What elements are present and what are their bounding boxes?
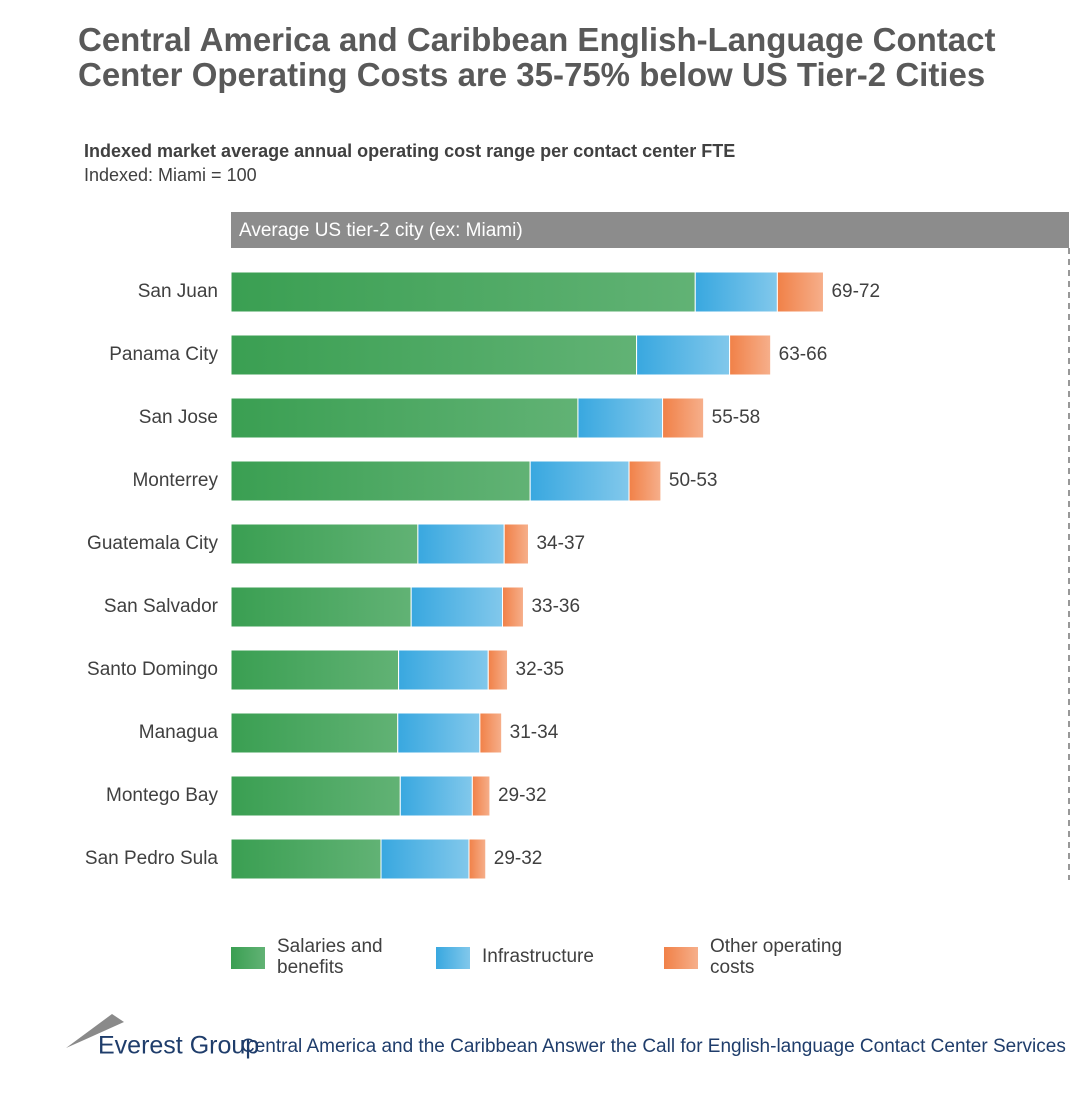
total-label: 69-72: [831, 281, 880, 302]
total-label: 32-35: [516, 659, 565, 680]
total-label: 29-32: [494, 848, 543, 869]
category-label: Guatemala City: [87, 533, 218, 554]
bar-segment: [230, 712, 399, 754]
bar-segment: [503, 523, 529, 565]
bar-segment: [529, 460, 630, 502]
bar-segment: [628, 460, 662, 502]
category-label: San Jose: [139, 407, 218, 428]
bar-segment: [230, 271, 696, 313]
category-label: Managua: [139, 722, 219, 743]
bar-segment: [417, 523, 505, 565]
legend-label: Infrastructure: [482, 946, 594, 967]
bar-segment: [230, 586, 412, 628]
bar-segment: [230, 334, 638, 376]
reference-label: Average US tier-2 city (ex: Miami): [239, 220, 523, 241]
legend-label: Salaries and benefits: [277, 936, 383, 978]
category-label: Panama City: [109, 344, 218, 365]
total-label: 31-34: [510, 722, 559, 743]
source-brand: Everest Group: [98, 1032, 259, 1060]
total-label: 55-58: [712, 407, 761, 428]
subtitle: Indexed market average annual operating …: [84, 141, 735, 161]
bar-segment: [636, 334, 731, 376]
reference-bar: [231, 212, 1069, 248]
category-label: San Juan: [138, 281, 218, 302]
bar-segment: [397, 712, 481, 754]
legend-swatch: [436, 947, 470, 969]
category-label: San Pedro Sula: [85, 848, 219, 869]
bar-segment: [398, 649, 489, 691]
legend-swatch: [664, 947, 698, 969]
bar-segment: [230, 523, 419, 565]
bar-segment: [471, 775, 491, 817]
bar-segment: [230, 838, 382, 880]
total-label: 63-66: [779, 344, 828, 365]
bar-segment: [410, 586, 504, 628]
legend-label: Other operating costs: [710, 936, 842, 978]
bar-segment: [230, 649, 400, 691]
total-label: 50-53: [669, 470, 718, 491]
total-label: 29-32: [498, 785, 547, 806]
bar-segment: [230, 775, 401, 817]
logo-mark: [66, 1014, 124, 1048]
bar-segment: [380, 838, 470, 880]
legend-swatch: [231, 947, 265, 969]
category-label: San Salvador: [104, 596, 219, 617]
bar-segment: [729, 334, 772, 376]
category-label: Montego Bay: [106, 785, 218, 806]
bar-segment: [468, 838, 487, 880]
total-label: 33-36: [531, 596, 580, 617]
bar-segment: [399, 775, 473, 817]
category-label: Monterrey: [132, 470, 218, 491]
bar-segment: [694, 271, 778, 313]
bar-segment: [502, 586, 524, 628]
subtitle-2: Indexed: Miami = 100: [84, 165, 257, 185]
bar-segment: [230, 397, 579, 439]
category-label: Santo Domingo: [87, 659, 218, 680]
bar-segment: [479, 712, 503, 754]
total-label: 34-37: [536, 533, 585, 554]
bar-segment: [577, 397, 664, 439]
bar-segment: [776, 271, 824, 313]
chart-title: Central America and Caribbean English-La…: [78, 21, 995, 93]
bar-segment: [662, 397, 705, 439]
bar-segment: [487, 649, 509, 691]
source-text: Central America and the Caribbean Answer…: [241, 1036, 1066, 1057]
bar-segment: [230, 460, 531, 502]
